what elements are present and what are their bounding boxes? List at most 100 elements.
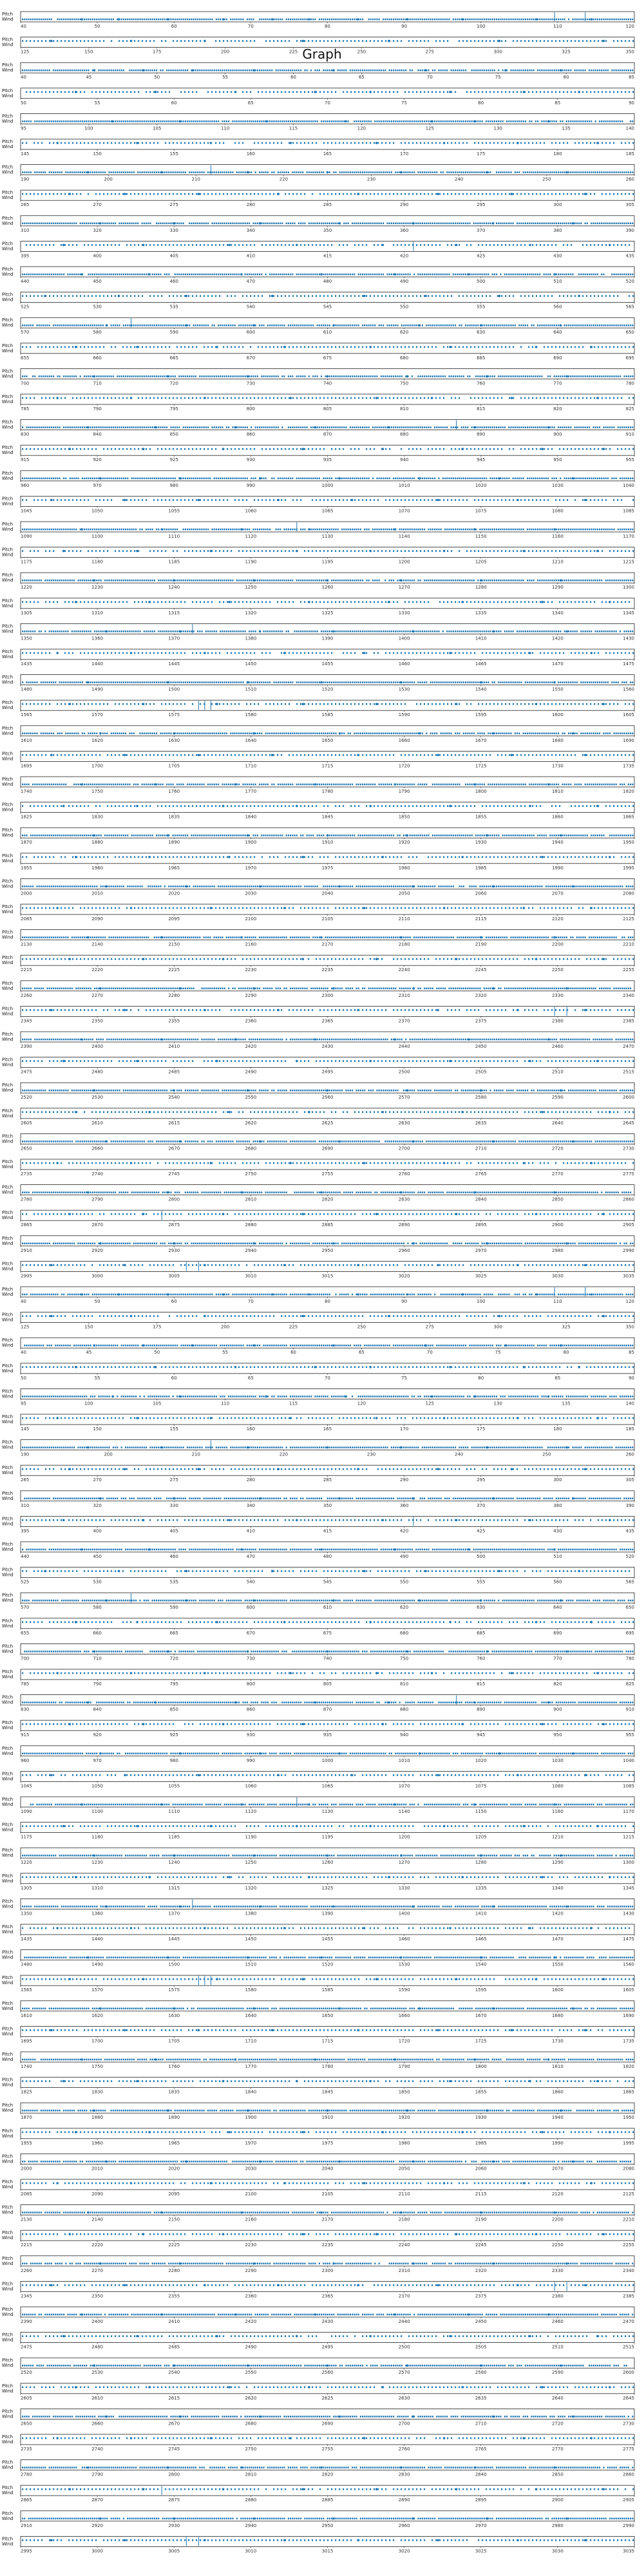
data-point xyxy=(424,193,426,195)
data-point xyxy=(467,120,469,122)
row-label-wind: Wind xyxy=(2,43,14,48)
data-point xyxy=(96,18,98,21)
data-point xyxy=(389,193,391,195)
data-point xyxy=(380,222,382,225)
data-point xyxy=(599,171,601,173)
data-point xyxy=(117,18,118,21)
data-point xyxy=(405,222,407,225)
data-point xyxy=(38,528,40,531)
data-point xyxy=(188,397,190,399)
x-tick-label: 990 xyxy=(247,483,255,488)
data-point xyxy=(374,222,376,225)
data-point xyxy=(421,375,423,377)
data-point xyxy=(435,91,437,93)
data-point xyxy=(88,273,90,276)
data-point xyxy=(448,273,450,276)
data-point xyxy=(174,324,176,327)
data-point xyxy=(107,295,109,297)
data-point xyxy=(90,171,91,173)
data-point xyxy=(24,69,26,71)
data-point xyxy=(623,324,625,327)
data-point xyxy=(522,91,526,93)
data-point xyxy=(465,324,467,327)
data-point xyxy=(605,426,607,428)
data-point xyxy=(153,273,155,276)
data-point xyxy=(426,171,428,173)
data-point xyxy=(118,244,120,246)
row-label-wind: Wind xyxy=(2,118,14,124)
data-point xyxy=(36,273,38,276)
data-point xyxy=(565,477,567,480)
data-point xyxy=(222,528,223,531)
data-point xyxy=(582,346,584,348)
data-point xyxy=(493,120,495,122)
data-point xyxy=(256,528,258,531)
data-point xyxy=(412,142,414,144)
data-point xyxy=(498,324,500,327)
data-point xyxy=(30,40,32,42)
x-tick-label: 70 xyxy=(427,75,433,80)
data-point xyxy=(374,142,375,144)
data-point xyxy=(169,142,171,144)
data-point xyxy=(261,477,263,480)
data-point xyxy=(180,18,182,21)
x-tick-label: 140 xyxy=(626,126,634,131)
data-point xyxy=(501,244,503,246)
data-point xyxy=(34,171,36,173)
data-point xyxy=(489,397,491,399)
data-point xyxy=(413,528,415,531)
data-point xyxy=(462,499,464,501)
x-tick-label: 230 xyxy=(367,177,375,182)
data-point xyxy=(321,222,323,225)
data-point xyxy=(457,528,459,531)
data-point xyxy=(479,222,481,225)
data-point xyxy=(549,69,551,71)
data-point xyxy=(605,222,607,225)
data-point xyxy=(594,142,596,144)
data-point xyxy=(292,448,294,450)
data-point xyxy=(261,120,263,122)
data-point xyxy=(481,324,483,327)
data-point xyxy=(46,18,48,21)
x-tick-label: 665 xyxy=(170,355,178,361)
data-point xyxy=(156,171,158,173)
data-point xyxy=(178,171,180,173)
data-point xyxy=(61,171,62,173)
data-point xyxy=(323,18,325,21)
data-point xyxy=(355,18,357,21)
data-point xyxy=(180,295,182,297)
data-point xyxy=(586,477,588,480)
data-point xyxy=(68,40,70,42)
data-point xyxy=(232,171,234,173)
data-point xyxy=(189,375,191,377)
data-point xyxy=(126,295,128,297)
data-point xyxy=(621,91,623,93)
data-point xyxy=(555,40,557,42)
data-point xyxy=(510,324,512,327)
data-point xyxy=(199,222,201,225)
data-point xyxy=(343,193,345,195)
data-point xyxy=(234,397,236,399)
data-point xyxy=(411,69,413,71)
data-point xyxy=(158,273,160,276)
data-point xyxy=(505,346,507,348)
data-point xyxy=(296,69,298,71)
data-point xyxy=(189,528,191,531)
data-point xyxy=(502,528,504,531)
data-point xyxy=(265,528,267,531)
data-point xyxy=(459,40,460,42)
data-point xyxy=(259,18,261,21)
data-point xyxy=(189,477,191,480)
data-point xyxy=(34,222,36,225)
data-point xyxy=(56,397,59,399)
data-point xyxy=(543,324,545,327)
data-point xyxy=(404,397,406,399)
data-point xyxy=(279,171,281,173)
data-point xyxy=(61,324,62,327)
data-point xyxy=(44,120,46,122)
data-point xyxy=(404,142,406,144)
data-point xyxy=(563,448,565,450)
data-point xyxy=(103,40,105,42)
data-point xyxy=(462,477,464,480)
data-point xyxy=(586,499,588,501)
